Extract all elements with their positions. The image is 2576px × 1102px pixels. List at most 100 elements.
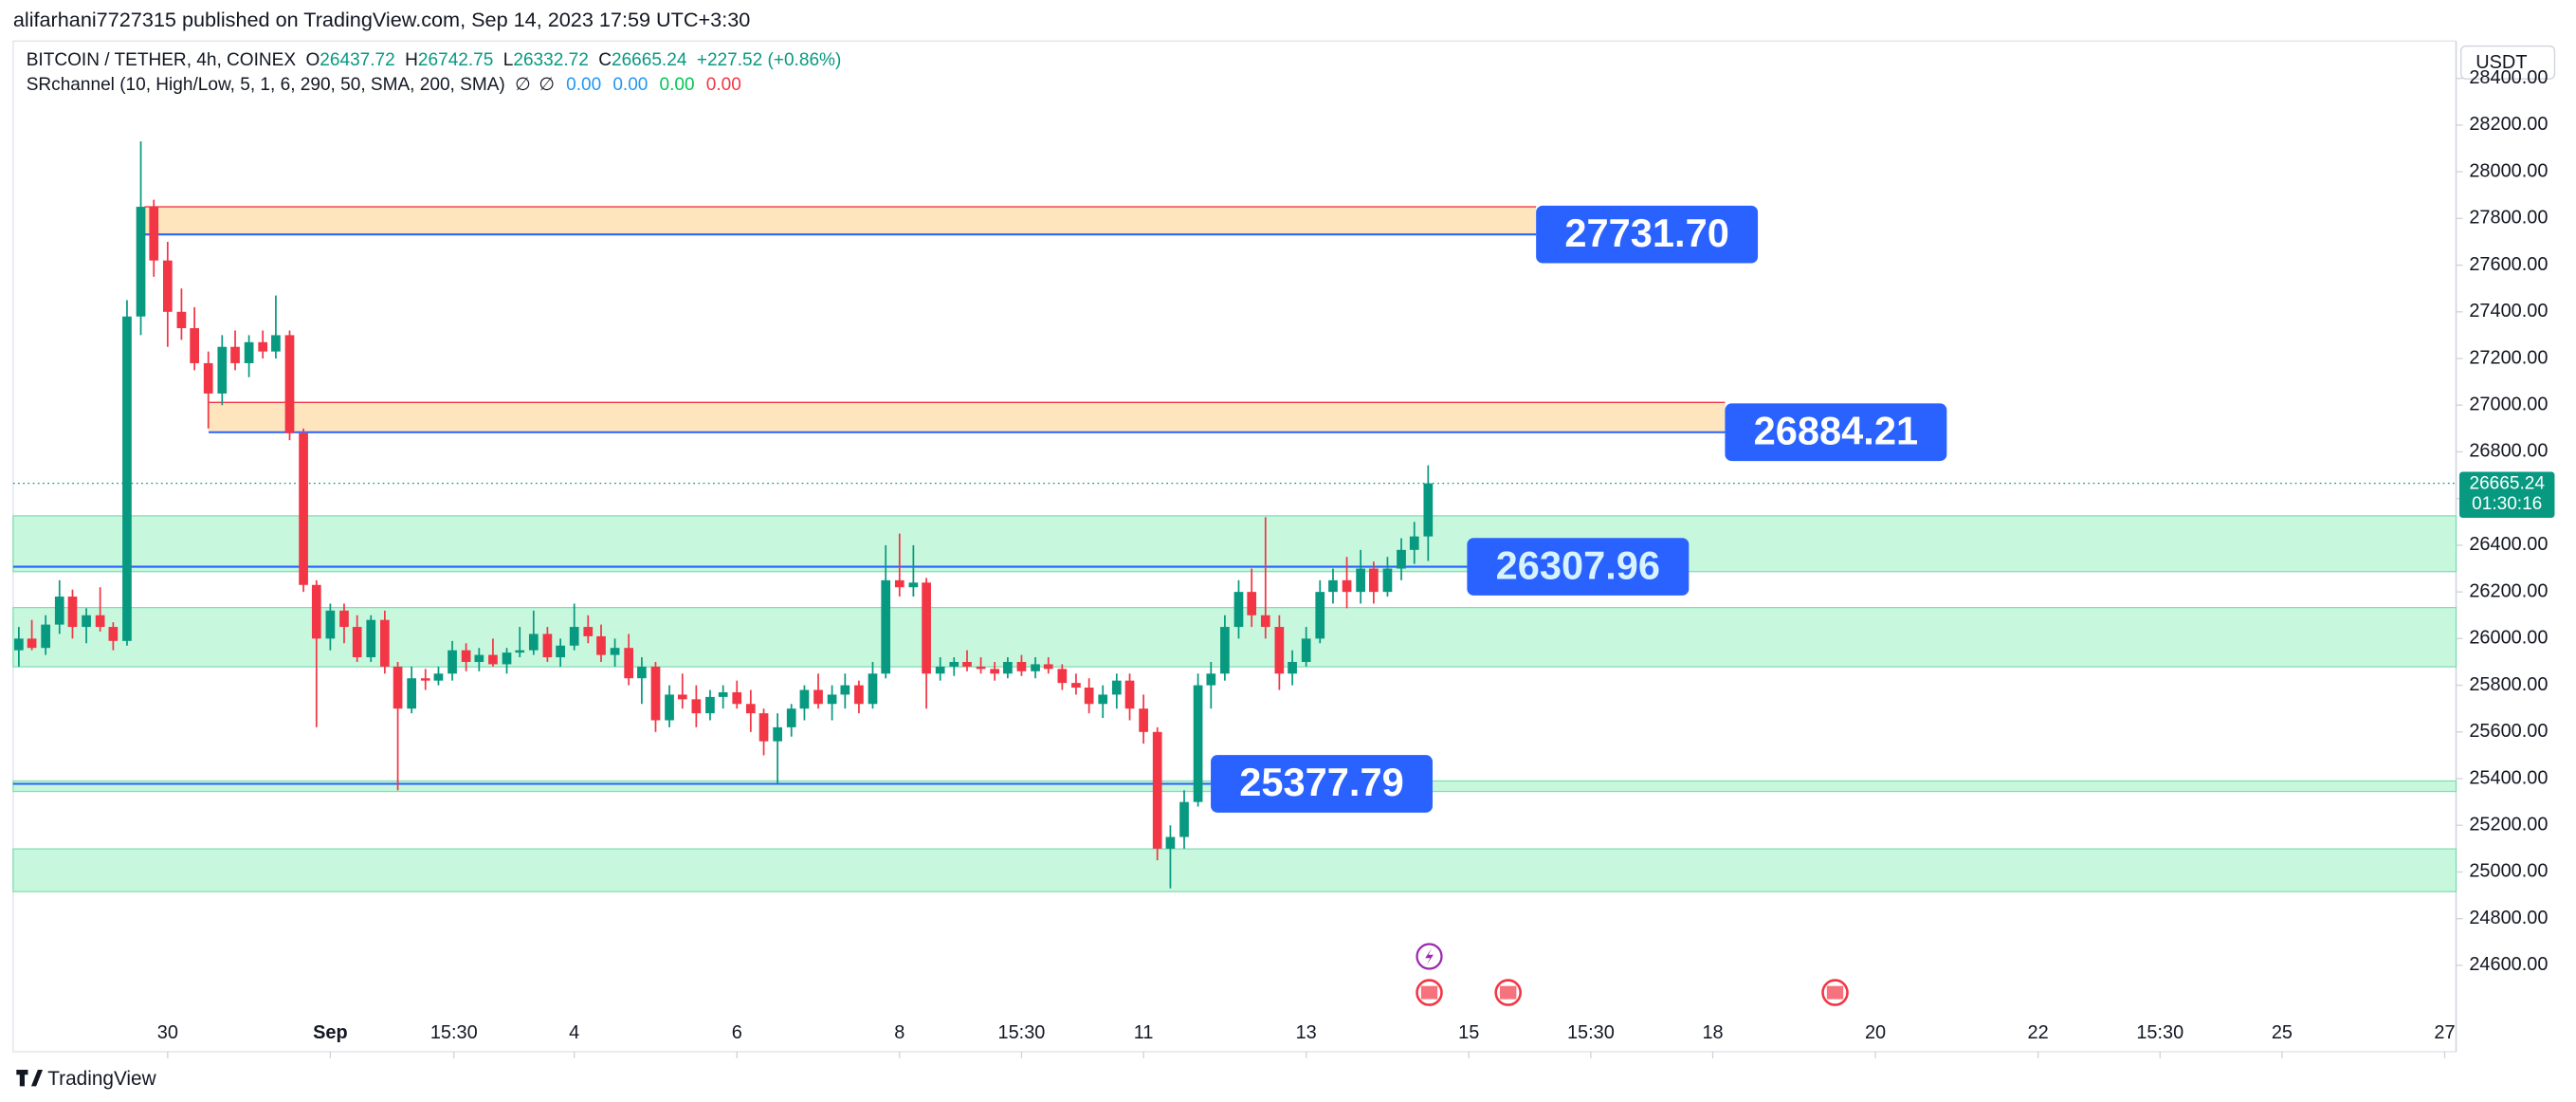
candle-body [962, 661, 972, 667]
candle-body [515, 650, 525, 653]
candle-body [95, 615, 105, 628]
x-tick-label: 22 [2028, 1022, 2049, 1043]
y-tick-label: 25400.00 [2469, 767, 2548, 788]
candle-body [854, 685, 864, 705]
candle-body [461, 650, 471, 662]
candle-body [122, 316, 132, 641]
indicator-symbol: ∅ [515, 75, 531, 95]
candle-body [1124, 680, 1135, 709]
candle-body [1423, 483, 1434, 537]
h-label: H [405, 50, 418, 70]
candle-body [650, 666, 661, 721]
o-value: 26437.72 [320, 50, 394, 70]
x-tick-label: 30 [157, 1022, 178, 1043]
candle-body [799, 689, 810, 709]
candle-body [379, 619, 390, 667]
currency-box[interactable] [2460, 45, 2556, 80]
c-label: C [598, 50, 612, 70]
candle-body [881, 579, 891, 674]
candle-body [284, 335, 295, 433]
candle-body [528, 634, 539, 651]
y-tick-label: 28400.00 [2469, 67, 2548, 88]
l-value: 26332.72 [513, 50, 588, 70]
candle-body [1409, 536, 1419, 550]
y-tick-label: 25600.00 [2469, 721, 2548, 742]
candle-body [1098, 694, 1108, 705]
legend: BITCOIN / TETHER, 4h, COINEX O26437.72 H26… [27, 50, 842, 70]
candle-body [502, 652, 512, 665]
y-tick-label: 25000.00 [2469, 861, 2548, 882]
candle-body [339, 610, 349, 628]
price-tag-value: 26665.24 [2469, 474, 2545, 494]
y-tick-label: 26000.00 [2469, 628, 2548, 649]
candle-body [637, 666, 647, 679]
candle-body [949, 661, 959, 667]
h-value: 26742.75 [418, 50, 493, 70]
candle-body [258, 341, 268, 352]
x-tick-label: 25 [2272, 1022, 2293, 1043]
candle-body [745, 704, 756, 714]
y-tick-label: 28000.00 [2469, 160, 2548, 181]
indicator-name: SRchannel (10, High/Low, 5, 1, 6, 290, 5… [27, 75, 505, 95]
y-tick-label: 26200.00 [2469, 580, 2548, 601]
y-tick-label: 28200.00 [2469, 114, 2548, 135]
candle-body [1031, 664, 1040, 671]
candle-body [299, 432, 308, 585]
symbol: BITCOIN / TETHER, 4h, COINEX [27, 50, 297, 70]
event-flag[interactable] [1494, 979, 1522, 1006]
candle-body [840, 685, 850, 695]
candle-body [271, 335, 281, 352]
o-label: O [305, 50, 320, 70]
x-tick-label: 15:30 [2136, 1022, 2183, 1043]
candle-body [1152, 731, 1162, 849]
y-tick-label: 24800.00 [2469, 908, 2548, 928]
candle-body [1356, 568, 1365, 593]
candle-body [1016, 661, 1027, 671]
event-icons [1416, 943, 1849, 1006]
event-flag[interactable] [1416, 979, 1443, 1006]
sr-zone [12, 848, 2457, 892]
x-tick-label: Sep [313, 1022, 348, 1043]
candle-body [894, 579, 904, 588]
x-tick-label: 13 [1296, 1022, 1317, 1043]
candle-body [488, 654, 498, 665]
indicator-symbol: ∅ [539, 75, 555, 95]
candle-body [1165, 836, 1176, 849]
x-tick-label: 20 [1865, 1022, 1886, 1043]
candle-body [610, 648, 620, 655]
candle-body [136, 207, 146, 317]
candle-body [67, 597, 78, 628]
level-label: 27731.70 [1564, 211, 1728, 255]
y-tick-label: 27200.00 [2469, 347, 2548, 368]
candle-body [311, 584, 321, 639]
level-label-box [1536, 205, 1759, 264]
candle-body [976, 666, 986, 670]
candle-body [393, 666, 403, 709]
candle-body [691, 699, 702, 714]
x-tick-label: 27 [2434, 1022, 2455, 1043]
candle-body [583, 627, 594, 636]
y-tick-label: 26800.00 [2469, 441, 2548, 462]
event-flag[interactable] [1821, 979, 1849, 1006]
candle-body [1043, 664, 1053, 670]
x-tick-label: 15:30 [1567, 1022, 1615, 1043]
level-label: 26307.96 [1496, 542, 1660, 587]
candle-body [244, 341, 254, 363]
indicator-value: 0.00 [706, 75, 741, 95]
sr-zone [144, 207, 1537, 235]
candle-body [82, 615, 91, 628]
candle-body [27, 638, 37, 649]
y-tick-label: 27600.00 [2469, 254, 2548, 275]
y-tick-label: 26400.00 [2469, 534, 2548, 555]
price-tag-countdown: 01:30:16 [2472, 494, 2542, 514]
currency[interactable]: USDT [2476, 52, 2527, 73]
candle-body [732, 691, 742, 705]
y-tick-label: 27800.00 [2469, 208, 2548, 229]
candle-body [1057, 669, 1068, 684]
level-label-box [1211, 755, 1433, 813]
sr-zone [12, 515, 2457, 573]
candle-body [1084, 688, 1094, 705]
candle-body [786, 708, 796, 727]
candle-body [1247, 592, 1257, 615]
